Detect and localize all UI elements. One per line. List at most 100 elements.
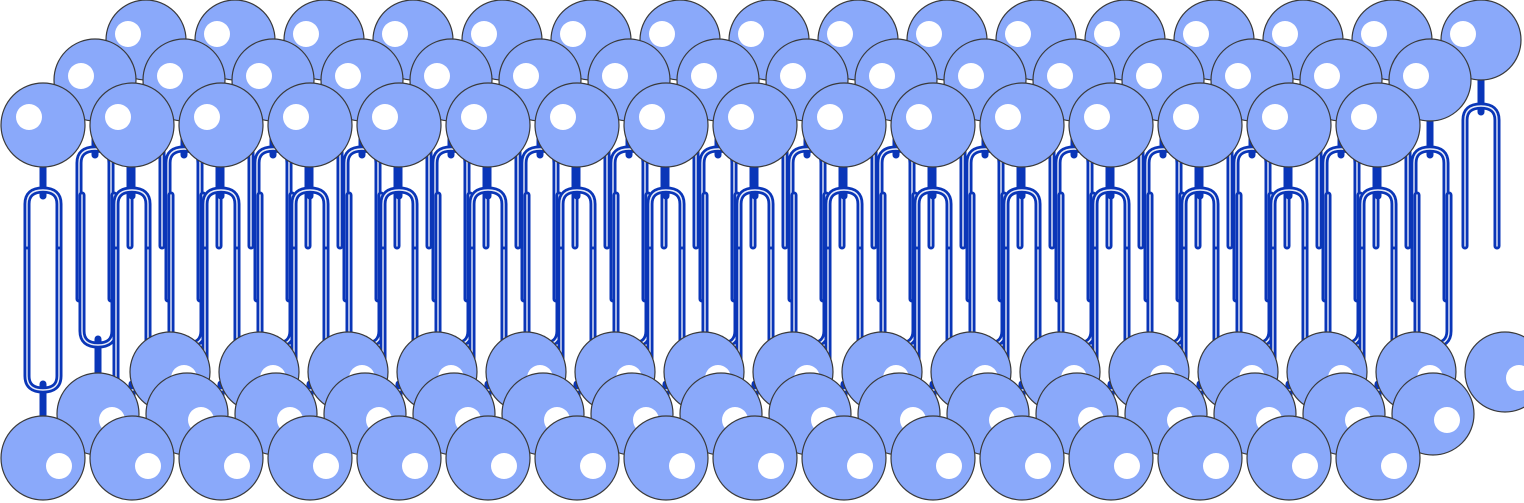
head-highlight <box>1450 21 1476 47</box>
head-highlight <box>424 63 450 89</box>
head-highlight <box>906 104 932 130</box>
lower-front-head <box>1335 415 1421 501</box>
lower-front-head <box>356 415 442 501</box>
head-highlight <box>691 63 717 89</box>
upper-front-head <box>979 82 1065 168</box>
head-highlight <box>602 63 628 89</box>
upper-front-tail <box>112 161 152 324</box>
head-highlight <box>1361 21 1387 47</box>
head-highlight <box>1173 104 1199 130</box>
head-highlight <box>1203 453 1229 479</box>
head-highlight <box>649 21 675 47</box>
upper-front-head <box>89 82 175 168</box>
upper-front-tail <box>290 161 330 324</box>
lower-front-head <box>89 415 175 501</box>
lower-back-head <box>1464 331 1524 413</box>
head-highlight <box>293 21 319 47</box>
head-highlight <box>817 104 843 130</box>
upper-front-tail <box>379 161 419 324</box>
head-highlight <box>669 453 695 479</box>
head-highlight <box>580 453 606 479</box>
upper-middle-tail <box>1410 115 1450 303</box>
lower-front-head <box>979 415 1065 501</box>
upper-front-head <box>1157 82 1243 168</box>
upper-front-tail <box>1269 161 1309 324</box>
upper-front-head <box>178 82 264 168</box>
head-highlight <box>135 453 161 479</box>
upper-front-head <box>890 82 976 168</box>
head-highlight <box>1403 63 1429 89</box>
upper-front-tail <box>1091 161 1131 324</box>
lower-front-head <box>267 415 353 501</box>
head-highlight <box>936 453 962 479</box>
lower-front-head <box>178 415 264 501</box>
upper-front-head <box>1246 82 1332 168</box>
head-highlight <box>246 63 272 89</box>
head-highlight <box>283 104 309 130</box>
upper-front-tail <box>557 161 597 324</box>
head-highlight <box>1506 365 1524 391</box>
head-highlight <box>758 453 784 479</box>
head-highlight <box>1351 104 1377 130</box>
lower-front-head <box>1157 415 1243 501</box>
head-highlight <box>1292 453 1318 479</box>
head-highlight <box>491 453 517 479</box>
lower-front-head <box>534 415 620 501</box>
head-highlight <box>958 63 984 89</box>
head-highlight <box>16 104 42 130</box>
upper-front-head <box>1068 82 1154 168</box>
upper-front-tail <box>23 161 63 324</box>
head-highlight <box>1225 63 1251 89</box>
head-highlight <box>194 104 220 130</box>
lower-front-head <box>1068 415 1154 501</box>
head-highlight <box>1114 453 1140 479</box>
head-highlight <box>335 63 361 89</box>
head-highlight <box>738 21 764 47</box>
head-highlight <box>869 63 895 89</box>
upper-front-tail <box>1002 161 1042 324</box>
head-highlight <box>461 104 487 130</box>
upper-front-tail <box>824 161 864 324</box>
upper-front-head <box>623 82 709 168</box>
lower-front-head <box>0 415 86 501</box>
head-highlight <box>827 21 853 47</box>
head-highlight <box>513 63 539 89</box>
upper-front-head <box>267 82 353 168</box>
head-highlight <box>204 21 230 47</box>
upper-front-head <box>1335 82 1421 168</box>
upper-front-tail <box>913 161 953 324</box>
lower-front-head <box>1246 415 1332 501</box>
upper-front-head <box>445 82 531 168</box>
head-highlight <box>1272 21 1298 47</box>
head-highlight <box>382 21 408 47</box>
lower-front-head <box>445 415 531 501</box>
head-highlight <box>780 63 806 89</box>
head-highlight <box>1314 63 1340 89</box>
upper-front-tail <box>646 161 686 324</box>
upper-front-tail <box>1358 161 1398 324</box>
head-highlight <box>1136 63 1162 89</box>
upper-front-tail <box>201 161 241 324</box>
upper-front-head <box>356 82 442 168</box>
upper-front-head <box>534 82 620 168</box>
head-highlight <box>105 104 131 130</box>
lower-front-head <box>890 415 976 501</box>
head-highlight <box>916 21 942 47</box>
upper-back-tail <box>1461 74 1501 250</box>
upper-front-tail <box>735 161 775 324</box>
upper-front-head <box>0 82 86 168</box>
head-highlight <box>995 104 1021 130</box>
head-highlight <box>1025 453 1051 479</box>
head-highlight <box>1381 453 1407 479</box>
head-highlight <box>560 21 586 47</box>
upper-front-head <box>801 82 887 168</box>
upper-front-tail <box>468 161 508 324</box>
head-highlight <box>402 453 428 479</box>
head-highlight <box>1262 104 1288 130</box>
upper-front-head <box>712 82 798 168</box>
head-highlight <box>157 63 183 89</box>
lower-front-head <box>623 415 709 501</box>
